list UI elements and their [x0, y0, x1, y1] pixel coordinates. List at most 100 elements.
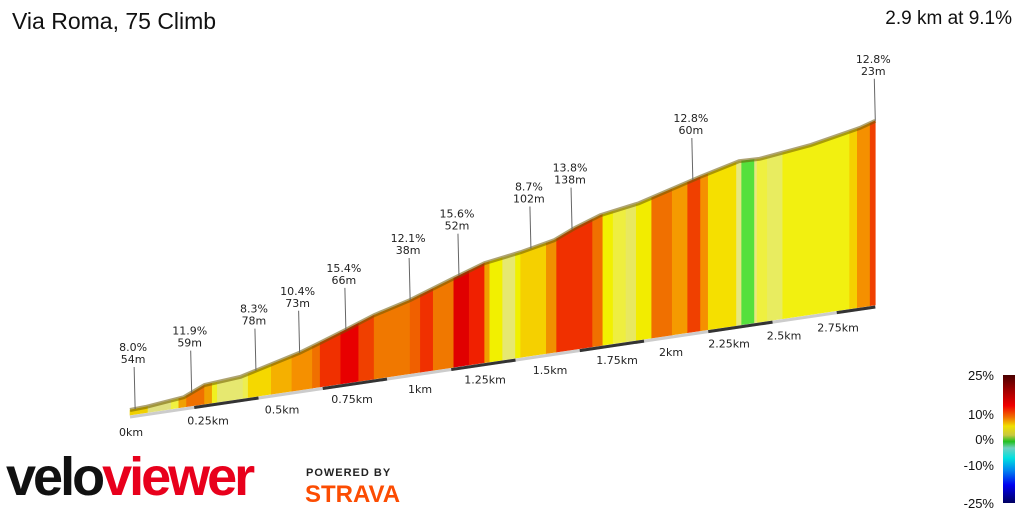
- marker-line: [344, 287, 347, 330]
- gradient-segment: [857, 122, 871, 308]
- marker-grade: 11.9%: [172, 325, 207, 338]
- marker-line: [529, 206, 532, 249]
- gradient-segment: [592, 214, 604, 348]
- gradient-segment: [849, 128, 858, 310]
- gradient-segment: [687, 176, 701, 334]
- gradient-segment: [707, 161, 737, 330]
- gradient-segment: [635, 197, 653, 341]
- gradient-segment: [211, 381, 218, 404]
- distance-band: [322, 377, 388, 391]
- x-tick-label: 0.25km: [187, 414, 229, 427]
- climb-title: Via Roma, 75 Climb: [12, 8, 217, 34]
- marker-line: [133, 366, 136, 410]
- marker-line: [408, 258, 411, 301]
- marker-grade: 8.0%: [119, 341, 147, 354]
- distance-band: [836, 305, 876, 315]
- gradient-segment: [756, 156, 768, 323]
- x-tick-label: 2km: [659, 346, 683, 359]
- marker-length: 54m: [121, 353, 146, 366]
- legend-color-bar: [1003, 375, 1015, 503]
- gradient-segment: [484, 261, 491, 363]
- profile-top-edge: [129, 118, 877, 412]
- gradient-segment: [515, 251, 521, 359]
- gradient-segment: [409, 294, 421, 374]
- distance-band: [451, 358, 516, 372]
- gradient-segment: [612, 206, 627, 345]
- veloviewer-logo[interactable]: veloviewer: [6, 447, 255, 507]
- gradient-segment: [502, 253, 516, 361]
- marker-grade: 15.6%: [439, 208, 474, 221]
- gradient-segment: [432, 277, 455, 371]
- gradient-segment: [782, 131, 850, 319]
- gradient-segment: [767, 152, 784, 322]
- marker-length: 52m: [445, 220, 470, 233]
- legend-label: 0%: [975, 432, 994, 447]
- gradient-segment: [671, 181, 688, 336]
- x-tick-label: 0km: [119, 426, 143, 439]
- gradient-segment: [546, 238, 557, 354]
- marker-length: 138m: [554, 174, 586, 187]
- marker-grade: 13.8%: [553, 162, 588, 175]
- distance-band: [579, 339, 645, 353]
- gradient-segment: [602, 210, 614, 346]
- marker-line: [254, 328, 257, 371]
- marker-length: 73m: [285, 297, 310, 310]
- gradient-segment: [453, 270, 470, 368]
- marker-line: [190, 350, 193, 393]
- legend-label: -25%: [963, 496, 994, 511]
- x-tick-label: 1.75km: [596, 354, 638, 367]
- x-tick-label: 1.5km: [533, 364, 568, 377]
- marker-length: 102m: [513, 193, 545, 206]
- gradient-segment: [312, 342, 321, 389]
- legend-label: 10%: [967, 407, 994, 422]
- marker-grade: 12.1%: [391, 232, 426, 245]
- x-tick-label: 1.25km: [464, 374, 506, 387]
- marker-grade: 10.4%: [280, 285, 315, 298]
- marker-grade: 12.8%: [856, 53, 891, 66]
- gradient-segment: [869, 120, 876, 307]
- marker-length: 66m: [332, 274, 357, 287]
- marker-line: [457, 233, 460, 276]
- x-tick-label: 2.75km: [817, 321, 859, 334]
- gradient-segment: [736, 160, 742, 326]
- marker-length: 60m: [678, 124, 703, 137]
- gradient-segment: [700, 173, 709, 332]
- gradient-segment: [625, 203, 637, 343]
- marker-length: 78m: [242, 315, 267, 328]
- gradient-segment: [520, 242, 547, 358]
- marker-grade: 8.7%: [515, 181, 543, 194]
- powered-by-label: POWERED BY: [306, 467, 392, 479]
- gradient-segment: [556, 218, 593, 353]
- x-tick-label: 2.5km: [767, 329, 802, 342]
- marker-grade: 12.8%: [673, 112, 708, 125]
- logo-viewer: viewer: [102, 447, 255, 507]
- marker-line: [873, 78, 876, 121]
- distance-band: [708, 320, 773, 334]
- gradient-segment: [489, 257, 503, 363]
- distance-band: [194, 396, 259, 409]
- marker-length: 23m: [861, 65, 886, 78]
- marker-line: [691, 137, 694, 180]
- gradient-segment: [651, 188, 673, 339]
- logo-velo: velo: [6, 447, 105, 507]
- gradient-segment: [358, 314, 375, 382]
- climb-summary: 2.9 km at 9.1%: [885, 8, 1012, 29]
- marker-line: [570, 187, 573, 230]
- marker-grade: 8.3%: [240, 303, 268, 316]
- x-tick-label: 2.25km: [708, 338, 750, 351]
- strava-logo[interactable]: STRAVA: [305, 481, 401, 508]
- gradient-segment: [754, 158, 758, 324]
- x-tick-label: 0.5km: [265, 404, 300, 417]
- x-tick-label: 0.75km: [331, 393, 373, 406]
- legend-label: 25%: [967, 368, 994, 383]
- marker-length: 59m: [177, 337, 202, 350]
- marker-line: [298, 310, 301, 353]
- gradient-segment: [420, 287, 434, 373]
- marker-length: 38m: [396, 244, 421, 257]
- gradient-segment: [468, 262, 485, 366]
- marker-grade: 15.4%: [326, 262, 361, 275]
- legend-label: -10%: [963, 458, 994, 473]
- gradient-segment: [741, 159, 755, 326]
- x-tick-label: 1km: [408, 383, 432, 396]
